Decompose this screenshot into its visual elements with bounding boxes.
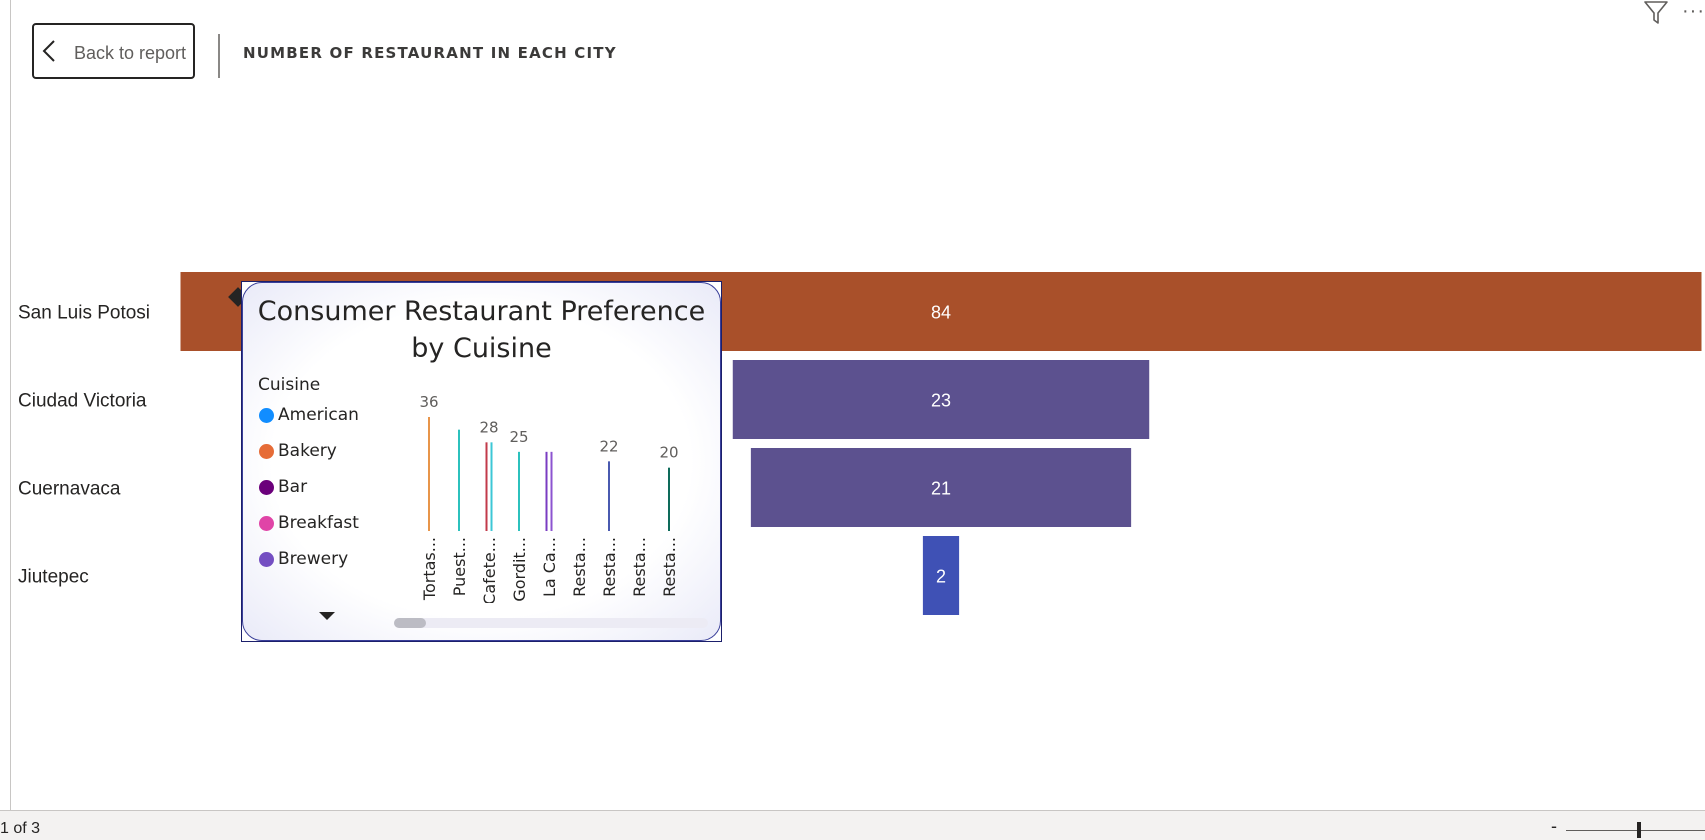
legend-item-bakery[interactable]: Bakery	[259, 439, 337, 463]
legend-title: Cuisine	[258, 375, 321, 395]
funnel-bar[interactable]	[732, 360, 1150, 439]
canvas-left-border	[10, 0, 11, 810]
legend-label: Bakery	[278, 441, 337, 461]
funnel-value-label: 23	[931, 391, 951, 411]
zoom-slider-track[interactable]	[1566, 830, 1705, 831]
legend-item-bar[interactable]: Bar	[259, 475, 307, 499]
legend-dot	[259, 515, 274, 531]
scrollbar-thumb[interactable]	[394, 618, 426, 628]
cuisine-data-label: 28	[479, 418, 498, 436]
funnel-category-label: San Luis Potosi	[18, 303, 150, 324]
legend-label: American	[278, 405, 359, 425]
cuisine-data-label: 20	[659, 444, 678, 462]
legend-label: Bar	[278, 477, 308, 497]
legend-scroll-down-icon[interactable]	[319, 612, 335, 620]
cuisine-category-label: Resta...	[630, 537, 649, 597]
funnel-bar[interactable]	[922, 536, 960, 615]
visual-title: NUMBER OF RESTAURANT IN EACH CITY	[243, 44, 617, 62]
tooltip-title: Consumer Restaurant Preference by Cuisin…	[243, 293, 720, 367]
back-to-report-button[interactable]: Back to report	[32, 23, 195, 79]
legend-dot	[259, 551, 274, 567]
legend-dot	[259, 407, 274, 423]
horizontal-scrollbar[interactable]	[394, 618, 708, 628]
cuisine-data-label: 36	[419, 393, 438, 411]
cuisine-category-label: Tortas...	[420, 537, 439, 601]
legend-label: Brewery	[278, 549, 349, 569]
cuisine-category-label: La Ca...	[540, 537, 559, 597]
legend-dot	[259, 443, 274, 459]
more-options-icon[interactable]: ···	[1682, 0, 1705, 22]
funnel-value-label: 2	[936, 567, 946, 587]
funnel-value-label: 21	[931, 479, 951, 499]
legend-item-american[interactable]: American	[259, 403, 359, 427]
page-indicator: 1 of 3	[0, 820, 41, 837]
status-bar: 1 of 3 -	[0, 810, 1705, 840]
funnel-category-label: Ciudad Victoria	[18, 391, 147, 412]
filter-icon[interactable]	[1643, 0, 1669, 26]
legend-label: Breakfast	[278, 513, 359, 533]
cuisine-category-label: Gordit...	[510, 537, 529, 602]
zoom-out-button[interactable]: -	[1551, 816, 1557, 836]
funnel-bar[interactable]	[750, 448, 1132, 527]
zoom-slider-thumb[interactable]	[1637, 822, 1641, 838]
legend-dot	[259, 479, 274, 495]
funnel-category-label: Cuernavaca	[18, 479, 121, 500]
cuisine-data-label: 25	[509, 428, 528, 446]
tooltip-title-text: Consumer Restaurant Preference by Cuisin…	[257, 296, 706, 364]
cuisine-tooltip: Consumer Restaurant Preference by Cuisin…	[241, 281, 722, 642]
cuisine-category-label: Cafete...	[480, 537, 499, 603]
tooltip-panel: Consumer Restaurant Preference by Cuisin…	[242, 282, 721, 641]
cuisine-category-label: Puest...	[450, 537, 469, 596]
cuisine-category-label: Resta...	[660, 537, 679, 597]
cuisine-data-label: 22	[599, 437, 618, 455]
legend-item-breakfast[interactable]: Breakfast	[259, 511, 359, 535]
cuisine-category-label: Resta...	[570, 537, 589, 597]
funnel-value-label: 84	[931, 303, 951, 323]
funnel-category-label: Jiutepec	[18, 567, 89, 588]
header-divider	[218, 34, 220, 78]
cuisine-bar-chart: 36 Tortas... Puest... 28 Cafete... 25 Gordit..…	[419, 393, 679, 603]
back-to-report-label: Back to report	[74, 43, 187, 63]
cuisine-category-label: Resta...	[600, 537, 619, 597]
chevron-left-icon	[42, 40, 55, 62]
legend-item-brewery[interactable]: Brewery	[259, 547, 348, 571]
